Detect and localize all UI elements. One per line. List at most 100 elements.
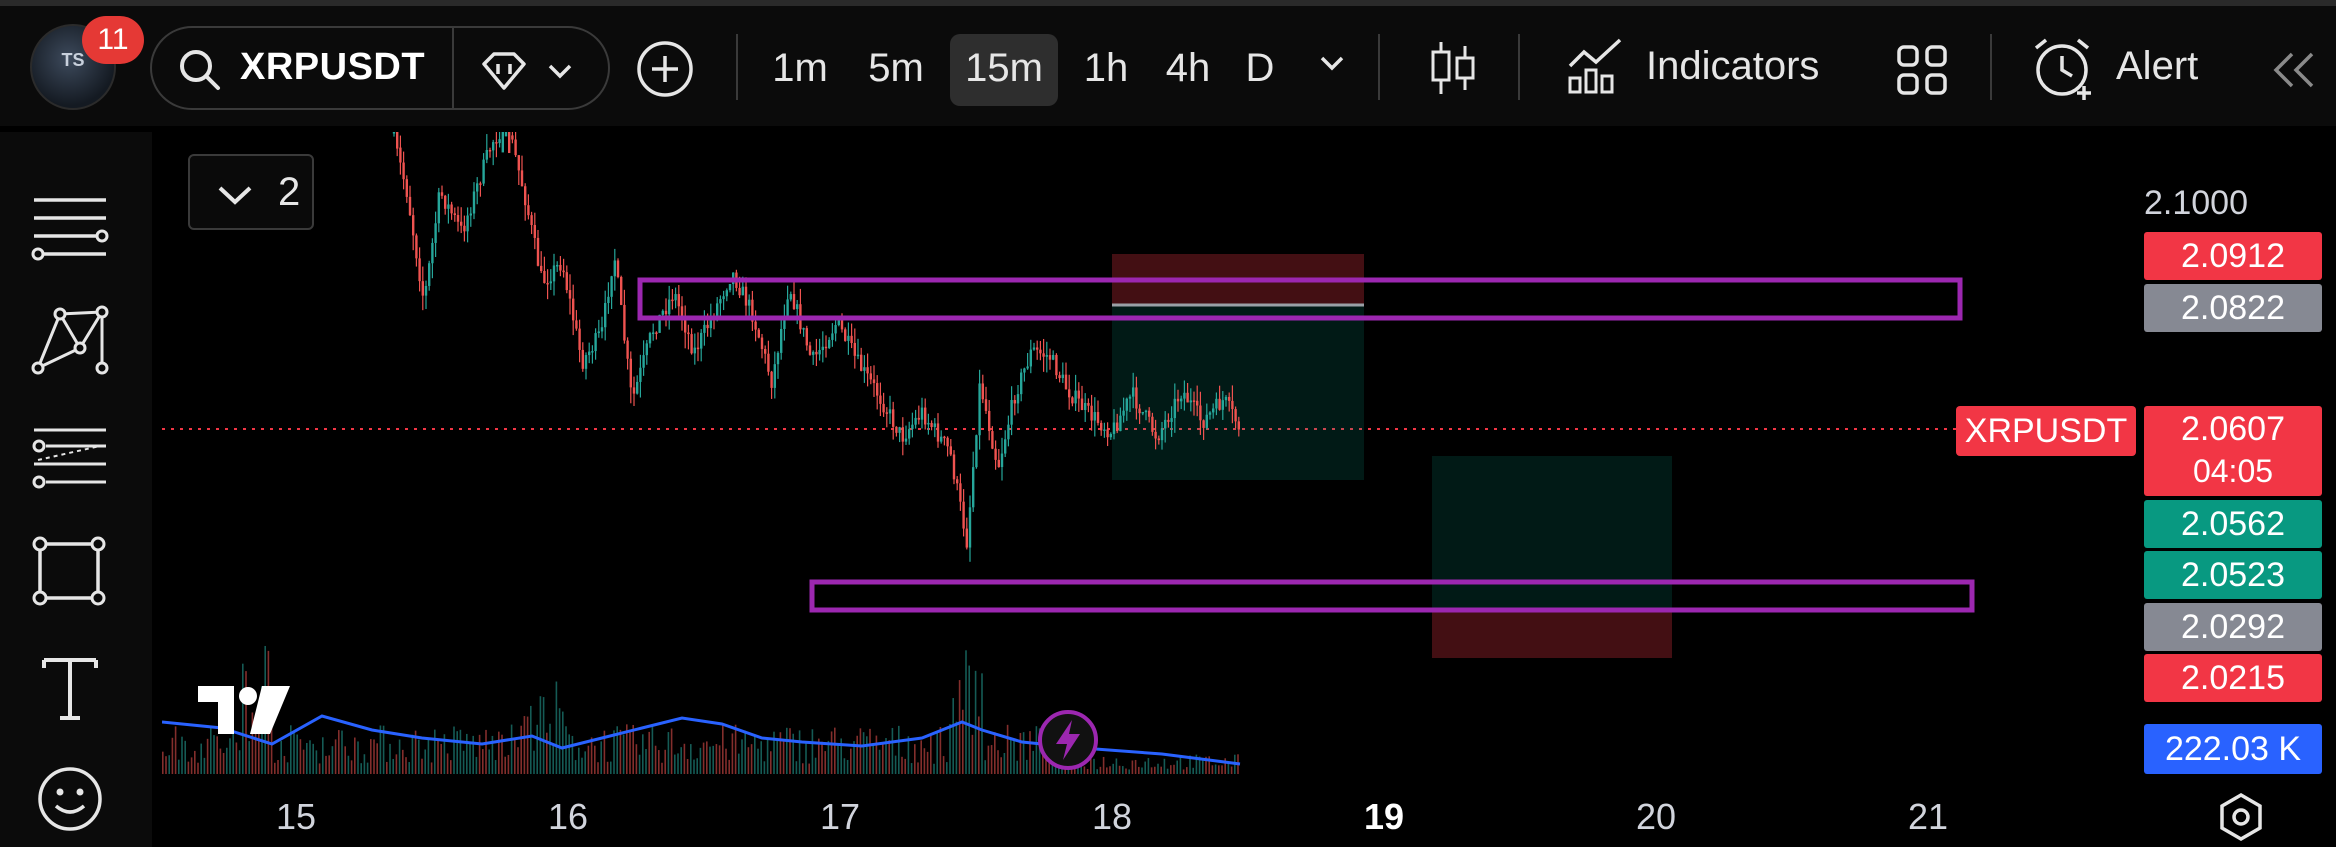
candle-body: [984, 399, 988, 411]
volume-bar: [984, 760, 986, 774]
candle-body: [479, 183, 482, 185]
candle-body: [562, 270, 565, 273]
avatar-text: TS: [61, 50, 85, 70]
timeframe-chevron-down-icon[interactable]: [1318, 52, 1346, 74]
volume-bar: [498, 731, 500, 774]
indicator-collapse-button[interactable]: 2: [188, 154, 314, 230]
volume-bar: [542, 697, 545, 774]
candle-body: [690, 334, 693, 354]
volume-bar: [219, 748, 222, 774]
volume-bar: [920, 740, 922, 774]
candle-body: [956, 479, 959, 484]
layout-grid-icon[interactable]: [1896, 44, 1948, 96]
long-position-target-zone[interactable]: [1432, 456, 1672, 612]
volume-bar: [1230, 766, 1233, 774]
emoji-icon[interactable]: [30, 764, 110, 834]
volume-bar: [898, 725, 900, 774]
volume-bar: [904, 758, 906, 774]
chevron-down-icon[interactable]: [546, 58, 574, 82]
volume-bar: [165, 756, 167, 774]
volume-bar: [734, 724, 737, 774]
volume-bar: [1141, 767, 1143, 774]
support-zone[interactable]: [809, 579, 1975, 613]
double-chevron-left-icon[interactable]: [2268, 50, 2318, 90]
volume-bar: [437, 739, 439, 774]
price-chart[interactable]: [162, 132, 2336, 812]
candle-body: [1007, 424, 1010, 440]
volume-bar: [290, 725, 292, 774]
candle-body: [1186, 392, 1189, 403]
lightning-icon[interactable]: [1036, 708, 1100, 772]
candle-body: [770, 371, 773, 388]
volume-bar: [955, 721, 958, 774]
timeframe-4h[interactable]: 4h: [1165, 46, 1211, 90]
candle-body: [652, 332, 655, 334]
candle-body: [1026, 366, 1029, 369]
volume-bar: [715, 744, 718, 774]
candle-body: [482, 159, 485, 184]
candle-body: [1231, 400, 1234, 410]
timeframe-d[interactable]: D: [1245, 46, 1275, 90]
candle-body: [1020, 372, 1023, 395]
volume-bar: [942, 756, 945, 774]
rectangle-tool-icon[interactable]: [30, 534, 110, 608]
candle-body: [824, 346, 828, 349]
pattern-tool-icon[interactable]: [30, 304, 110, 376]
fib-retracement-icon[interactable]: [30, 424, 110, 490]
timeframe-5m[interactable]: 5m: [868, 46, 924, 90]
alarm-clock-icon[interactable]: [2030, 36, 2098, 102]
horizontal-lines-icon[interactable]: [30, 194, 110, 264]
candle-body: [392, 132, 396, 134]
add-symbol-icon[interactable]: [636, 40, 694, 98]
candle-body: [1023, 368, 1026, 373]
settings-icon[interactable]: [2216, 792, 2266, 842]
volume-bar: [635, 744, 638, 774]
long-position-stop-zone[interactable]: [1432, 612, 1672, 658]
diamond-badge-icon[interactable]: [478, 52, 530, 92]
short-position-target-zone[interactable]: [1112, 304, 1364, 480]
volume-bar: [494, 760, 497, 774]
notification-badge[interactable]: 11: [82, 16, 144, 64]
x-axis-label: 21: [1908, 796, 1949, 837]
volume-bar: [638, 754, 641, 774]
volume-bar: [1032, 750, 1034, 774]
resistance-zone[interactable]: [637, 277, 1963, 321]
volume-bar: [789, 728, 791, 774]
volume-bar: [1170, 765, 1172, 774]
volume-bar: [981, 673, 983, 774]
candlestick-chart-icon[interactable]: [1428, 40, 1478, 96]
symbol-search[interactable]: XRPUSDT: [150, 26, 610, 110]
volume-bar: [974, 670, 977, 774]
volume-bar: [507, 754, 510, 774]
candle-body: [908, 429, 911, 439]
candle-body: [1055, 354, 1058, 376]
alert-button[interactable]: Alert: [2116, 44, 2199, 88]
text-tool-icon[interactable]: [30, 654, 110, 724]
volume-bar: [1026, 759, 1028, 774]
candle-body: [588, 351, 591, 356]
candle-body: [997, 459, 1000, 468]
candle-body: [412, 215, 415, 236]
volume-bar: [533, 750, 535, 774]
candle-body: [1189, 400, 1192, 403]
volume-bar: [270, 690, 273, 774]
volume-bar: [866, 736, 868, 774]
candle-body: [860, 354, 863, 371]
candle-body: [773, 364, 776, 388]
indicators-button[interactable]: Indicators: [1646, 44, 1820, 88]
candle-body: [504, 132, 508, 137]
timeframe-15m[interactable]: 15m: [950, 34, 1058, 106]
volume-bar: [779, 732, 782, 774]
candle-body: [959, 483, 962, 502]
volume-bar: [670, 728, 673, 774]
candle-body: [616, 260, 620, 277]
volume-bar: [693, 759, 695, 774]
candle-body: [543, 270, 546, 283]
candle-body: [869, 373, 872, 380]
timeframe-1h[interactable]: 1h: [1083, 46, 1129, 90]
timeframe-1m[interactable]: 1m: [772, 46, 828, 90]
indicators-icon[interactable]: [1566, 36, 1626, 96]
volume-bar: [411, 734, 414, 774]
volume-bar: [462, 750, 465, 774]
volume-bar: [443, 734, 446, 774]
